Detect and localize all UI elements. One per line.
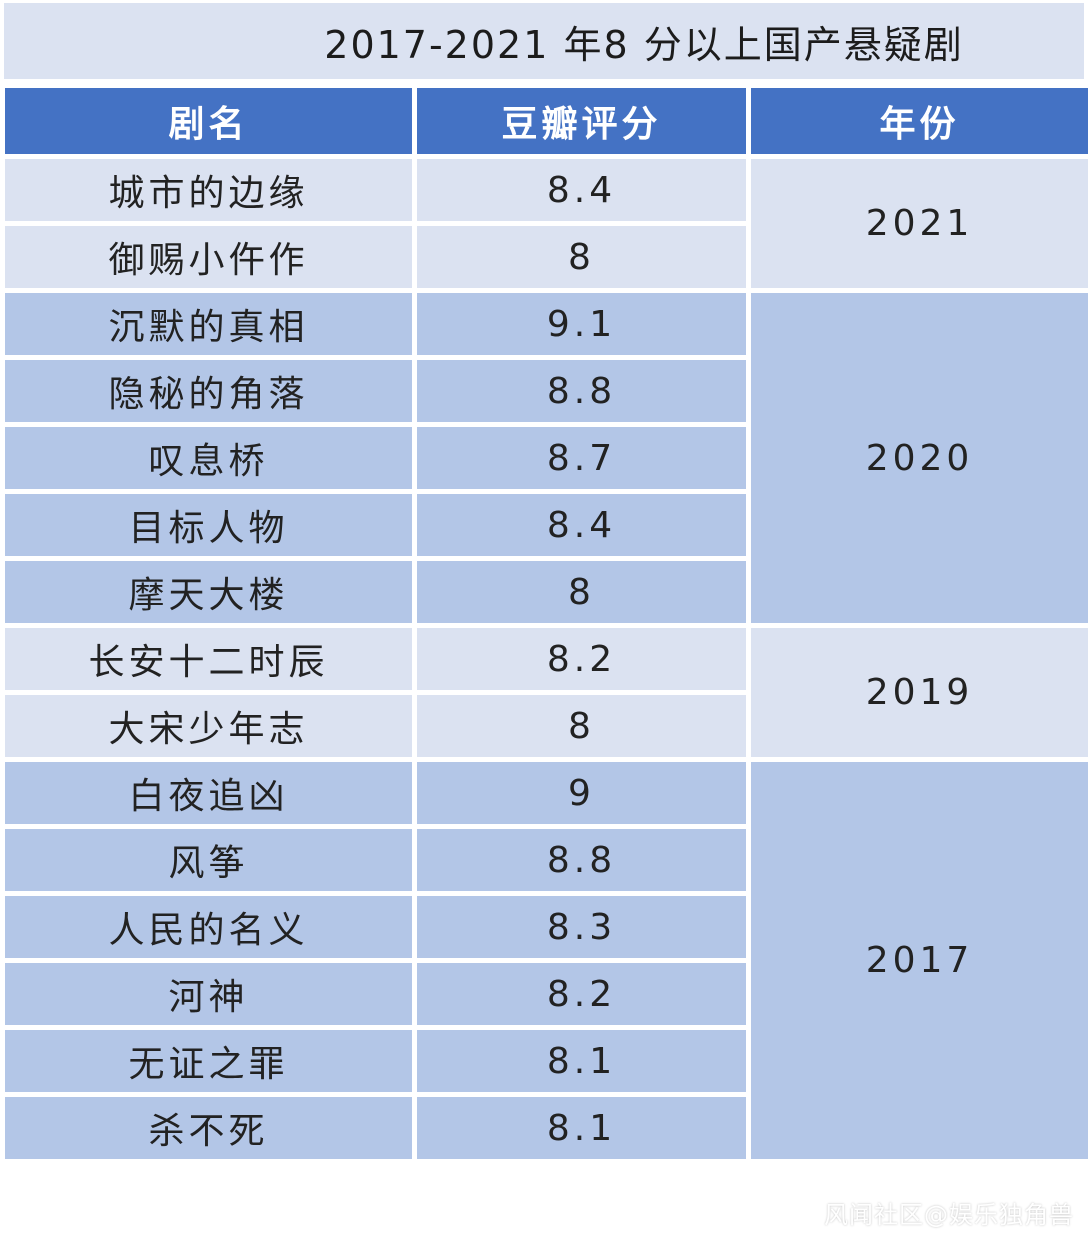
year-cell: 2020 xyxy=(746,288,1088,628)
drama-table: 剧名 豆瓣评分 年份 城市的边缘 8.4 2021 御赐小仵作 8 沉默的真相 9.1 202… xyxy=(0,83,1088,1164)
table-row: 无证之罪 8.1 xyxy=(0,1025,1088,1097)
header-year: 年份 xyxy=(746,83,1088,159)
table-header-row: 剧名 豆瓣评分 年份 xyxy=(0,83,1088,159)
drama-name-cell: 御赐小仵作 xyxy=(0,221,417,293)
year-cell: 2017 xyxy=(746,757,1088,1164)
drama-name-cell: 目标人物 xyxy=(0,489,417,561)
table-row: 御赐小仵作 8 xyxy=(0,221,1088,293)
table-row: 城市的边缘 8.4 2021 xyxy=(0,154,1088,293)
douban-rating-cell: 9.1 xyxy=(412,288,751,360)
douban-rating-cell: 8.2 xyxy=(412,958,751,1030)
drama-name-cell: 河神 xyxy=(0,958,417,1030)
drama-name-cell: 人民的名义 xyxy=(0,891,417,963)
header-name: 剧名 xyxy=(0,83,417,159)
year-cell: 2021 xyxy=(746,154,1088,293)
drama-name-cell: 风筝 xyxy=(0,824,417,896)
douban-rating-cell: 8.3 xyxy=(412,891,751,963)
douban-rating-cell: 8.1 xyxy=(412,1025,751,1097)
table-body: 城市的边缘 8.4 2021 御赐小仵作 8 沉默的真相 9.1 2020 隐秘的角落 8.8 叹息… xyxy=(0,154,1088,1164)
table-row: 隐秘的角落 8.8 xyxy=(0,355,1088,427)
credit-watermark: 风闻社区@娱乐独角兽 xyxy=(824,1201,1074,1229)
year-cell: 2019 xyxy=(746,623,1088,762)
header-rating: 豆瓣评分 xyxy=(412,83,751,159)
drama-name-cell: 城市的边缘 xyxy=(0,154,417,226)
drama-name-cell: 杀不死 xyxy=(0,1092,417,1164)
drama-name-cell: 长安十二时辰 xyxy=(0,623,417,695)
table-row: 白夜追凶 9 2017 xyxy=(0,757,1088,1164)
drama-name-cell: 叹息桥 xyxy=(0,422,417,494)
drama-name-cell: 白夜追凶 xyxy=(0,757,417,829)
douban-rating-cell: 8.8 xyxy=(412,824,751,896)
douban-rating-cell: 8.1 xyxy=(412,1092,751,1164)
table-row: 目标人物 8.4 xyxy=(0,489,1088,561)
douban-rating-cell: 8.4 xyxy=(412,154,751,226)
table-row: 沉默的真相 9.1 2020 xyxy=(0,288,1088,628)
title-bar: 2017-2021 年8 分以上国产悬疑剧 xyxy=(4,3,1084,79)
table-row: 杀不死 8.1 xyxy=(0,1092,1088,1164)
douban-rating-cell: 8 xyxy=(412,221,751,293)
drama-name-cell: 大宋少年志 xyxy=(0,690,417,762)
douban-rating-cell: 8 xyxy=(412,690,751,762)
table-row: 长安十二时辰 8.2 2019 xyxy=(0,623,1088,762)
page-title: 2017-2021 年8 分以上国产悬疑剧 xyxy=(324,22,964,67)
table-row: 叹息桥 8.7 xyxy=(0,422,1088,494)
douban-rating-cell: 8 xyxy=(412,556,751,628)
table-row: 风筝 8.8 xyxy=(0,824,1088,896)
table-row: 人民的名义 8.3 xyxy=(0,891,1088,963)
douban-rating-cell: 9 xyxy=(412,757,751,829)
table-row: 河神 8.2 xyxy=(0,958,1088,1030)
table-row: 摩天大楼 8 xyxy=(0,556,1088,628)
douban-rating-cell: 8.4 xyxy=(412,489,751,561)
drama-name-cell: 无证之罪 xyxy=(0,1025,417,1097)
douban-rating-cell: 8.8 xyxy=(412,355,751,427)
douban-rating-cell: 8.7 xyxy=(412,422,751,494)
table-row: 大宋少年志 8 xyxy=(0,690,1088,762)
drama-name-cell: 沉默的真相 xyxy=(0,288,417,360)
drama-name-cell: 隐秘的角落 xyxy=(0,355,417,427)
drama-name-cell: 摩天大楼 xyxy=(0,556,417,628)
douban-rating-cell: 8.2 xyxy=(412,623,751,695)
